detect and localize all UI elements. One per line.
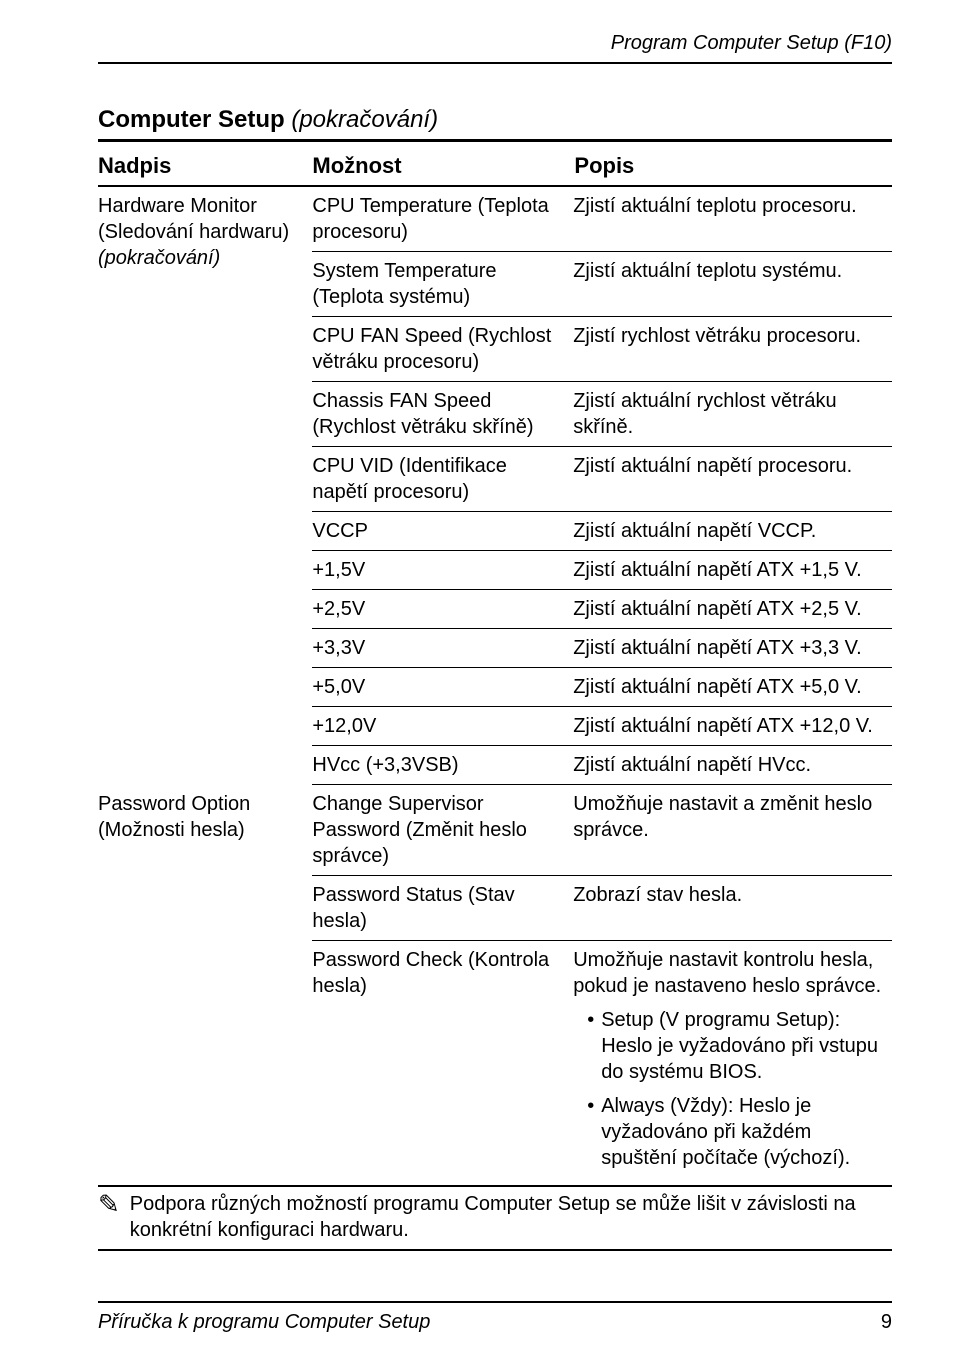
note-icon: ✎ [98,1191,130,1217]
nadpis-text: (Sledování hardwaru) [98,219,304,245]
option-desc: Zjistí aktuální napětí VCCP. [573,518,892,544]
nadpis-text: Hardware Monitor [98,193,304,219]
option-row: +1,5V Zjistí aktuální napětí ATX +1,5 V. [312,551,892,590]
option-row: CPU VID (Identifikace napětí procesoru) … [312,447,892,512]
option-label: HVcc (+3,3VSB) [312,752,573,778]
option-desc: Zjistí aktuální napětí ATX +2,5 V. [573,596,892,622]
nadpis-continuation: (pokračování) [98,245,304,271]
option-label: Password Status (Stav hesla) [312,882,573,934]
option-label: Chassis FAN Speed (Rychlost větráku skří… [312,388,573,440]
option-label: +3,3V [312,635,573,661]
option-row: +2,5V Zjistí aktuální napětí ATX +2,5 V. [312,590,892,629]
footer-page-number: 9 [881,1309,892,1335]
option-label: CPU FAN Speed (Rychlost větráku procesor… [312,323,573,375]
option-row: +12,0V Zjistí aktuální napětí ATX +12,0 … [312,707,892,746]
option-desc: Zobrazí stav hesla. [573,882,892,934]
option-row: Password Status (Stav hesla) Zobrazí sta… [312,876,892,941]
section-hardware-monitor: Hardware Monitor (Sledování hardwaru) (p… [98,187,892,785]
option-desc: Zjistí aktuální rychlost větráku skříně. [573,388,892,440]
header-moznost: Možnost [312,152,574,181]
option-label: +1,5V [312,557,573,583]
option-row: Password Check (Kontrola hesla) Umožňuje… [312,941,892,1185]
option-label: VCCP [312,518,573,544]
option-desc: Umožňuje nastavit kontrolu hesla, pokud … [573,947,892,1179]
option-row: Change Supervisor Password (Změnit heslo… [312,785,892,876]
table-title-main: Computer Setup [98,106,285,133]
header-nadpis: Nadpis [98,152,312,181]
footnote: ✎ Podpora různých možností programu Comp… [98,1185,892,1251]
option-desc-text: Umožňuje nastavit kontrolu hesla, pokud … [573,949,881,997]
option-desc: Zjistí aktuální napětí HVcc. [573,752,892,778]
header-popis: Popis [574,152,892,181]
nadpis-password-option: Password Option (Možnosti hesla) [98,785,312,1185]
option-desc: Zjistí aktuální napětí ATX +5,0 V. [573,674,892,700]
table-title: Computer Setup (pokračování) [98,104,892,142]
bullet-item: Setup (V programu Setup): Heslo je vyžad… [587,1007,892,1085]
option-label: CPU VID (Identifikace napětí procesoru) [312,453,573,505]
table-title-continuation: (pokračování) [291,106,438,133]
option-label: +2,5V [312,596,573,622]
nadpis-hardware-monitor: Hardware Monitor (Sledování hardwaru) (p… [98,187,312,785]
section-password-option: Password Option (Možnosti hesla) Change … [98,785,892,1185]
option-desc: Zjistí aktuální teplotu procesoru. [573,193,892,245]
option-desc: Zjistí aktuální napětí procesoru. [573,453,892,505]
bullet-item: Always (Vždy): Heslo je vyžadováno při k… [587,1093,892,1171]
nadpis-text: Password Option [98,791,304,817]
option-row: Chassis FAN Speed (Rychlost větráku skří… [312,382,892,447]
option-label: CPU Temperature (Teplota procesoru) [312,193,573,245]
footnote-text: Podpora různých možností programu Comput… [130,1191,892,1243]
footer-left: Příručka k programu Computer Setup [98,1309,430,1335]
option-row: CPU FAN Speed (Rychlost větráku procesor… [312,317,892,382]
option-label: +12,0V [312,713,573,739]
option-desc: Zjistí aktuální teplotu systému. [573,258,892,310]
option-label: +5,0V [312,674,573,700]
option-row: CPU Temperature (Teplota procesoru) Zjis… [312,187,892,252]
option-label: Password Check (Kontrola hesla) [312,947,573,1179]
option-row: VCCP Zjistí aktuální napětí VCCP. [312,512,892,551]
option-desc: Zjistí aktuální napětí ATX +1,5 V. [573,557,892,583]
option-row: System Temperature (Teplota systému) Zji… [312,252,892,317]
page-footer: Příručka k programu Computer Setup 9 [98,1301,892,1335]
nadpis-text: (Možnosti hesla) [98,817,304,843]
option-desc: Umožňuje nastavit a změnit heslo správce… [573,791,892,869]
option-bullet-list: Setup (V programu Setup): Heslo je vyžad… [573,1007,892,1171]
option-row: +3,3V Zjistí aktuální napětí ATX +3,3 V. [312,629,892,668]
option-row: +5,0V Zjistí aktuální napětí ATX +5,0 V. [312,668,892,707]
option-desc: Zjistí aktuální napětí ATX +12,0 V. [573,713,892,739]
page-header: Program Computer Setup (F10) [98,30,892,64]
option-label: System Temperature (Teplota systému) [312,258,573,310]
table-header-row: Nadpis Možnost Popis [98,148,892,187]
option-desc: Zjistí aktuální napětí ATX +3,3 V. [573,635,892,661]
option-row: HVcc (+3,3VSB) Zjistí aktuální napětí HV… [312,746,892,785]
option-label: Change Supervisor Password (Změnit heslo… [312,791,573,869]
option-desc: Zjistí rychlost větráku procesoru. [573,323,892,375]
